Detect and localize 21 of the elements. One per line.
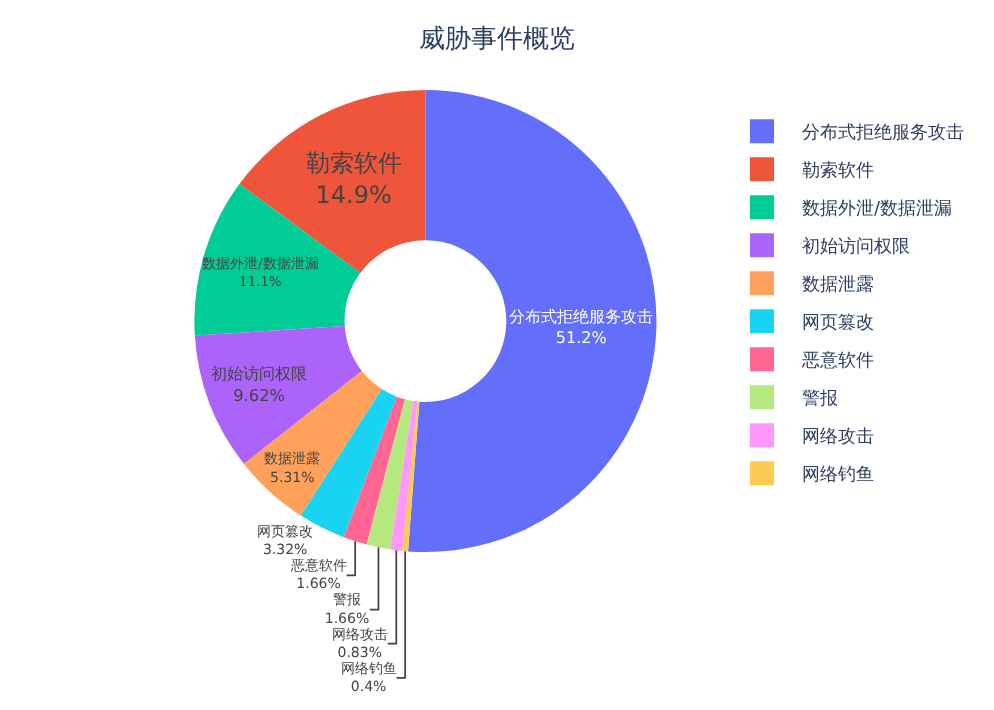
- legend-label: 分布式拒绝服务攻击: [802, 122, 964, 145]
- donut-slice: [366, 399, 414, 550]
- donut-slice: [402, 401, 420, 552]
- legend-label: 初始访问权限: [802, 236, 910, 259]
- legend-label: 勒索软件: [802, 160, 874, 183]
- donut-slice: [343, 396, 405, 545]
- legend-label: 网页篡改: [802, 312, 874, 335]
- legend-label: 网络钓鱼: [802, 464, 874, 487]
- legend-label: 网络攻击: [802, 426, 874, 449]
- legend-label: 数据外泄/数据泄漏: [802, 198, 953, 221]
- data-label: 14.9%: [315, 180, 392, 209]
- donut-slice: [408, 90, 657, 552]
- chart-title: 威胁事件概览: [419, 24, 575, 55]
- donut-slice: [194, 326, 362, 465]
- legend-label: 警报: [802, 388, 838, 411]
- data-label: 9.62%: [233, 384, 286, 405]
- legend-label: 恶意软件: [800, 350, 874, 373]
- donut-slice: [390, 400, 418, 551]
- slice-label: 勒索软件: [305, 149, 402, 178]
- legend-label: 数据泄露: [802, 274, 874, 297]
- slice-label: 初始访问权限: [211, 363, 308, 384]
